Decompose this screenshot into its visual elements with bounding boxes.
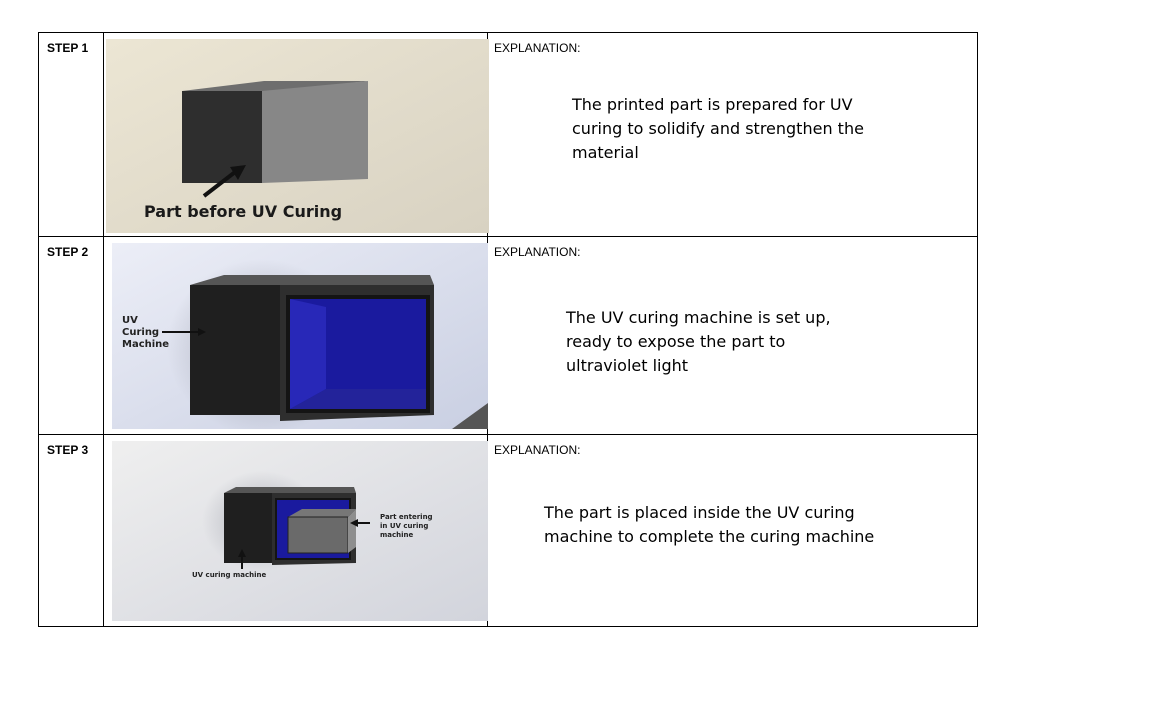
explanation-heading: EXPLANATION:: [494, 41, 581, 55]
step-row-2: STEP 2: [38, 236, 978, 435]
step-2-caption-line-3: Machine: [122, 339, 169, 350]
step-image-cell: Part before UV Curing: [103, 32, 489, 237]
step-1-image: Part before UV Curing: [104, 39, 489, 233]
step-image-cell: UV Curing Machine: [103, 236, 488, 435]
step-row-1: STEP 1 Part before U: [38, 32, 978, 237]
explanation-heading: EXPLANATION:: [494, 245, 581, 259]
machine-front: [224, 493, 272, 563]
step-3-machine-caption: UV curing machine: [192, 571, 266, 579]
steps-table: STEP 1 Part before U: [38, 32, 978, 627]
step-1-caption: Part before UV Curing: [144, 202, 342, 221]
step-2-caption-line-1: UV: [122, 315, 138, 326]
step-3-part-caption-line-1: Part entering: [380, 513, 433, 521]
machine-top: [190, 275, 434, 285]
step-label: STEP 3: [47, 443, 89, 457]
explanation-text: The printed part is prepared for UV curi…: [572, 95, 864, 162]
step-label-cell: STEP 1: [38, 32, 104, 237]
explanation-text: The UV curing machine is set up, ready t…: [566, 308, 831, 375]
part-box-side: [262, 81, 368, 183]
explanation-text: The part is placed inside the UV curing …: [544, 503, 875, 546]
part-box-top: [182, 81, 368, 91]
step-3-part-caption-line-3: machine: [380, 531, 414, 539]
step-label: STEP 1: [47, 41, 89, 55]
part-box-top: [288, 509, 356, 517]
step-explanation-cell: EXPLANATION: The UV curing machine is se…: [487, 236, 978, 435]
step-2-caption-line-2: Curing: [122, 327, 159, 338]
step-label: STEP 2: [47, 245, 89, 259]
step-row-3: STEP 3: [38, 434, 978, 627]
step-2-image: UV Curing Machine: [104, 243, 488, 429]
part-box-front: [182, 91, 262, 183]
machine-front: [190, 285, 280, 415]
part-box-front: [287, 516, 349, 554]
step-explanation-cell: EXPLANATION: The printed part is prepare…: [487, 32, 978, 237]
explanation-heading: EXPLANATION:: [494, 443, 581, 457]
step-image-cell: Part entering in UV curing machine UV cu…: [103, 434, 488, 627]
step-explanation-cell: EXPLANATION: The part is placed inside t…: [487, 434, 978, 627]
part-box-side: [348, 509, 356, 553]
step-label-cell: STEP 2: [38, 236, 104, 435]
step-3-part-caption-line-2: in UV curing: [380, 522, 428, 530]
step-3-image: Part entering in UV curing machine UV cu…: [104, 441, 488, 621]
step-label-cell: STEP 3: [38, 434, 104, 627]
